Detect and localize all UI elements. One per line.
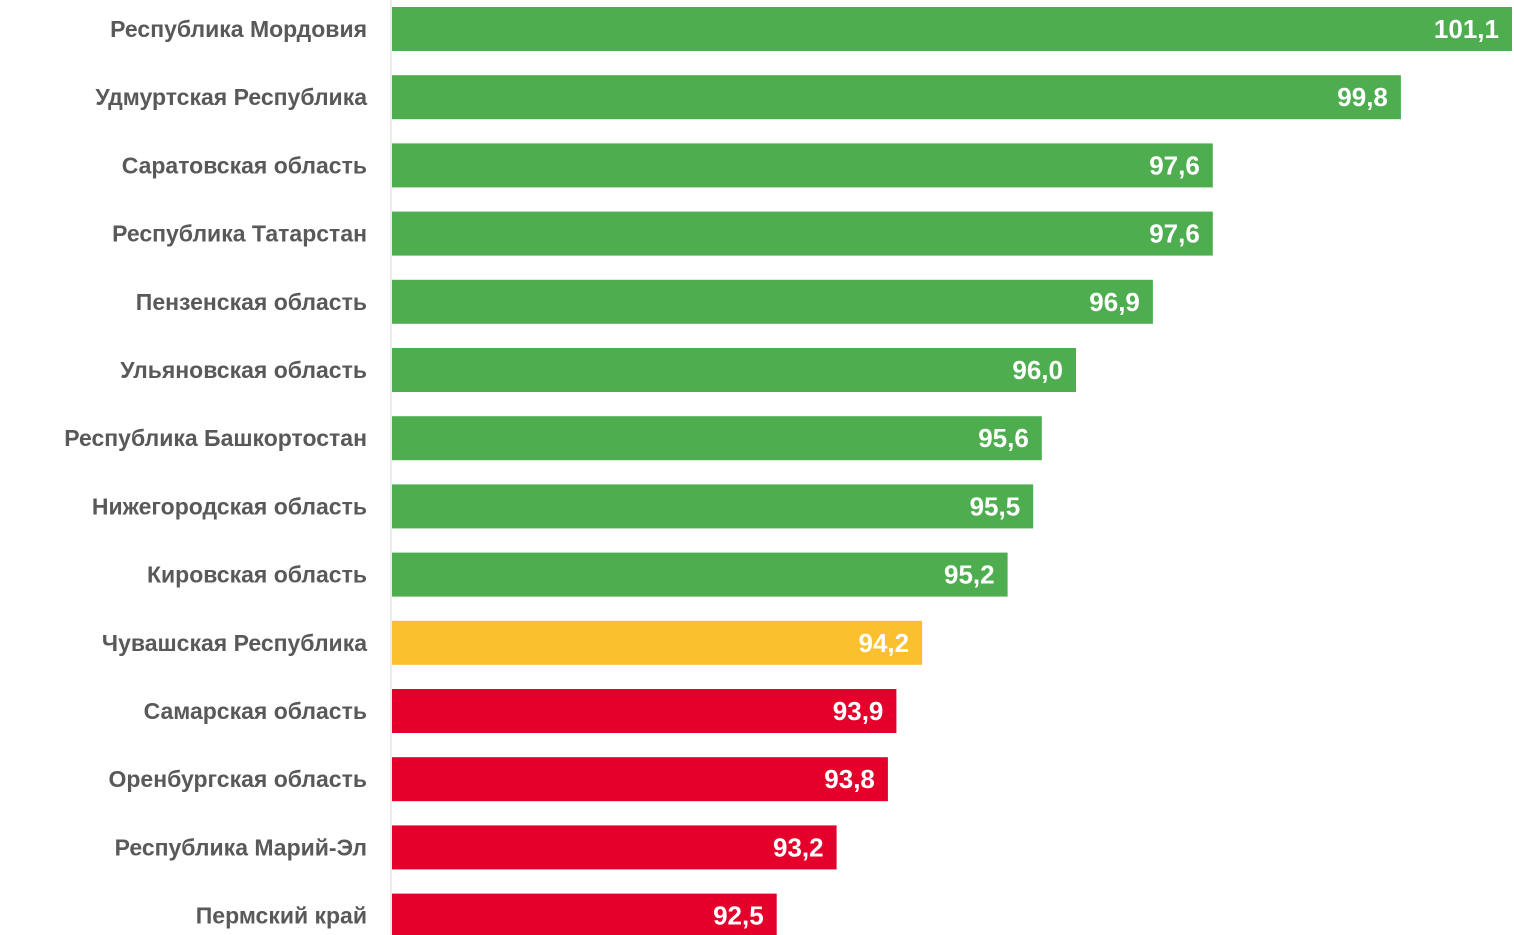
value-label: 95,2 [944, 560, 995, 590]
category-label: Кировская область [147, 562, 367, 588]
bar [392, 552, 1008, 597]
category-label: Пензенская область [136, 289, 367, 315]
value-label: 95,5 [970, 491, 1021, 521]
bar [392, 279, 1153, 324]
bar [392, 75, 1401, 120]
bar [392, 689, 897, 733]
bar [392, 348, 1076, 392]
value-label: 97,6 [1149, 219, 1200, 249]
bar [392, 893, 777, 935]
value-label: 92,5 [713, 901, 764, 931]
category-labels-group: Республика Мордовия Удмуртская Республика… [64, 16, 367, 929]
bar [392, 620, 923, 665]
category-label: Республика Марий-Эл [115, 834, 367, 860]
bar [392, 143, 1213, 188]
bar [392, 825, 837, 870]
bar [392, 7, 1512, 51]
value-label: 101,1 [1434, 14, 1499, 44]
category-label: Республика Татарстан [112, 221, 367, 247]
value-label: 96,9 [1089, 287, 1140, 317]
value-label: 93,9 [833, 696, 884, 726]
bar [392, 757, 888, 802]
category-label: Оренбургская область [108, 766, 367, 792]
category-label: Нижегородская область [92, 493, 367, 519]
bars-group [392, 7, 1512, 935]
value-label: 99,8 [1337, 82, 1388, 112]
category-label: Республика Башкортостан [64, 425, 367, 451]
value-label: 97,6 [1149, 150, 1200, 180]
category-label: Пермский край [196, 903, 367, 929]
category-label: Чувашская Республика [102, 630, 367, 656]
category-label: Ульяновская область [120, 357, 367, 383]
category-label: Самарская область [144, 698, 367, 724]
category-label: Удмуртская Республика [95, 84, 367, 110]
bar [392, 211, 1213, 256]
value-label: 93,2 [773, 832, 824, 862]
value-labels-group: 101,1 99,8 97,6 97,6 96,9 96,0 95,6 95,5 95,2 94,… [713, 14, 1499, 931]
bar [392, 484, 1034, 529]
value-label: 93,8 [824, 764, 875, 794]
value-label: 94,2 [858, 628, 909, 658]
value-label: 95,6 [978, 423, 1029, 453]
category-label: Саратовская область [122, 152, 367, 178]
category-label: Республика Мордовия [110, 16, 367, 42]
value-label: 96,0 [1012, 355, 1063, 385]
bar [392, 416, 1042, 461]
